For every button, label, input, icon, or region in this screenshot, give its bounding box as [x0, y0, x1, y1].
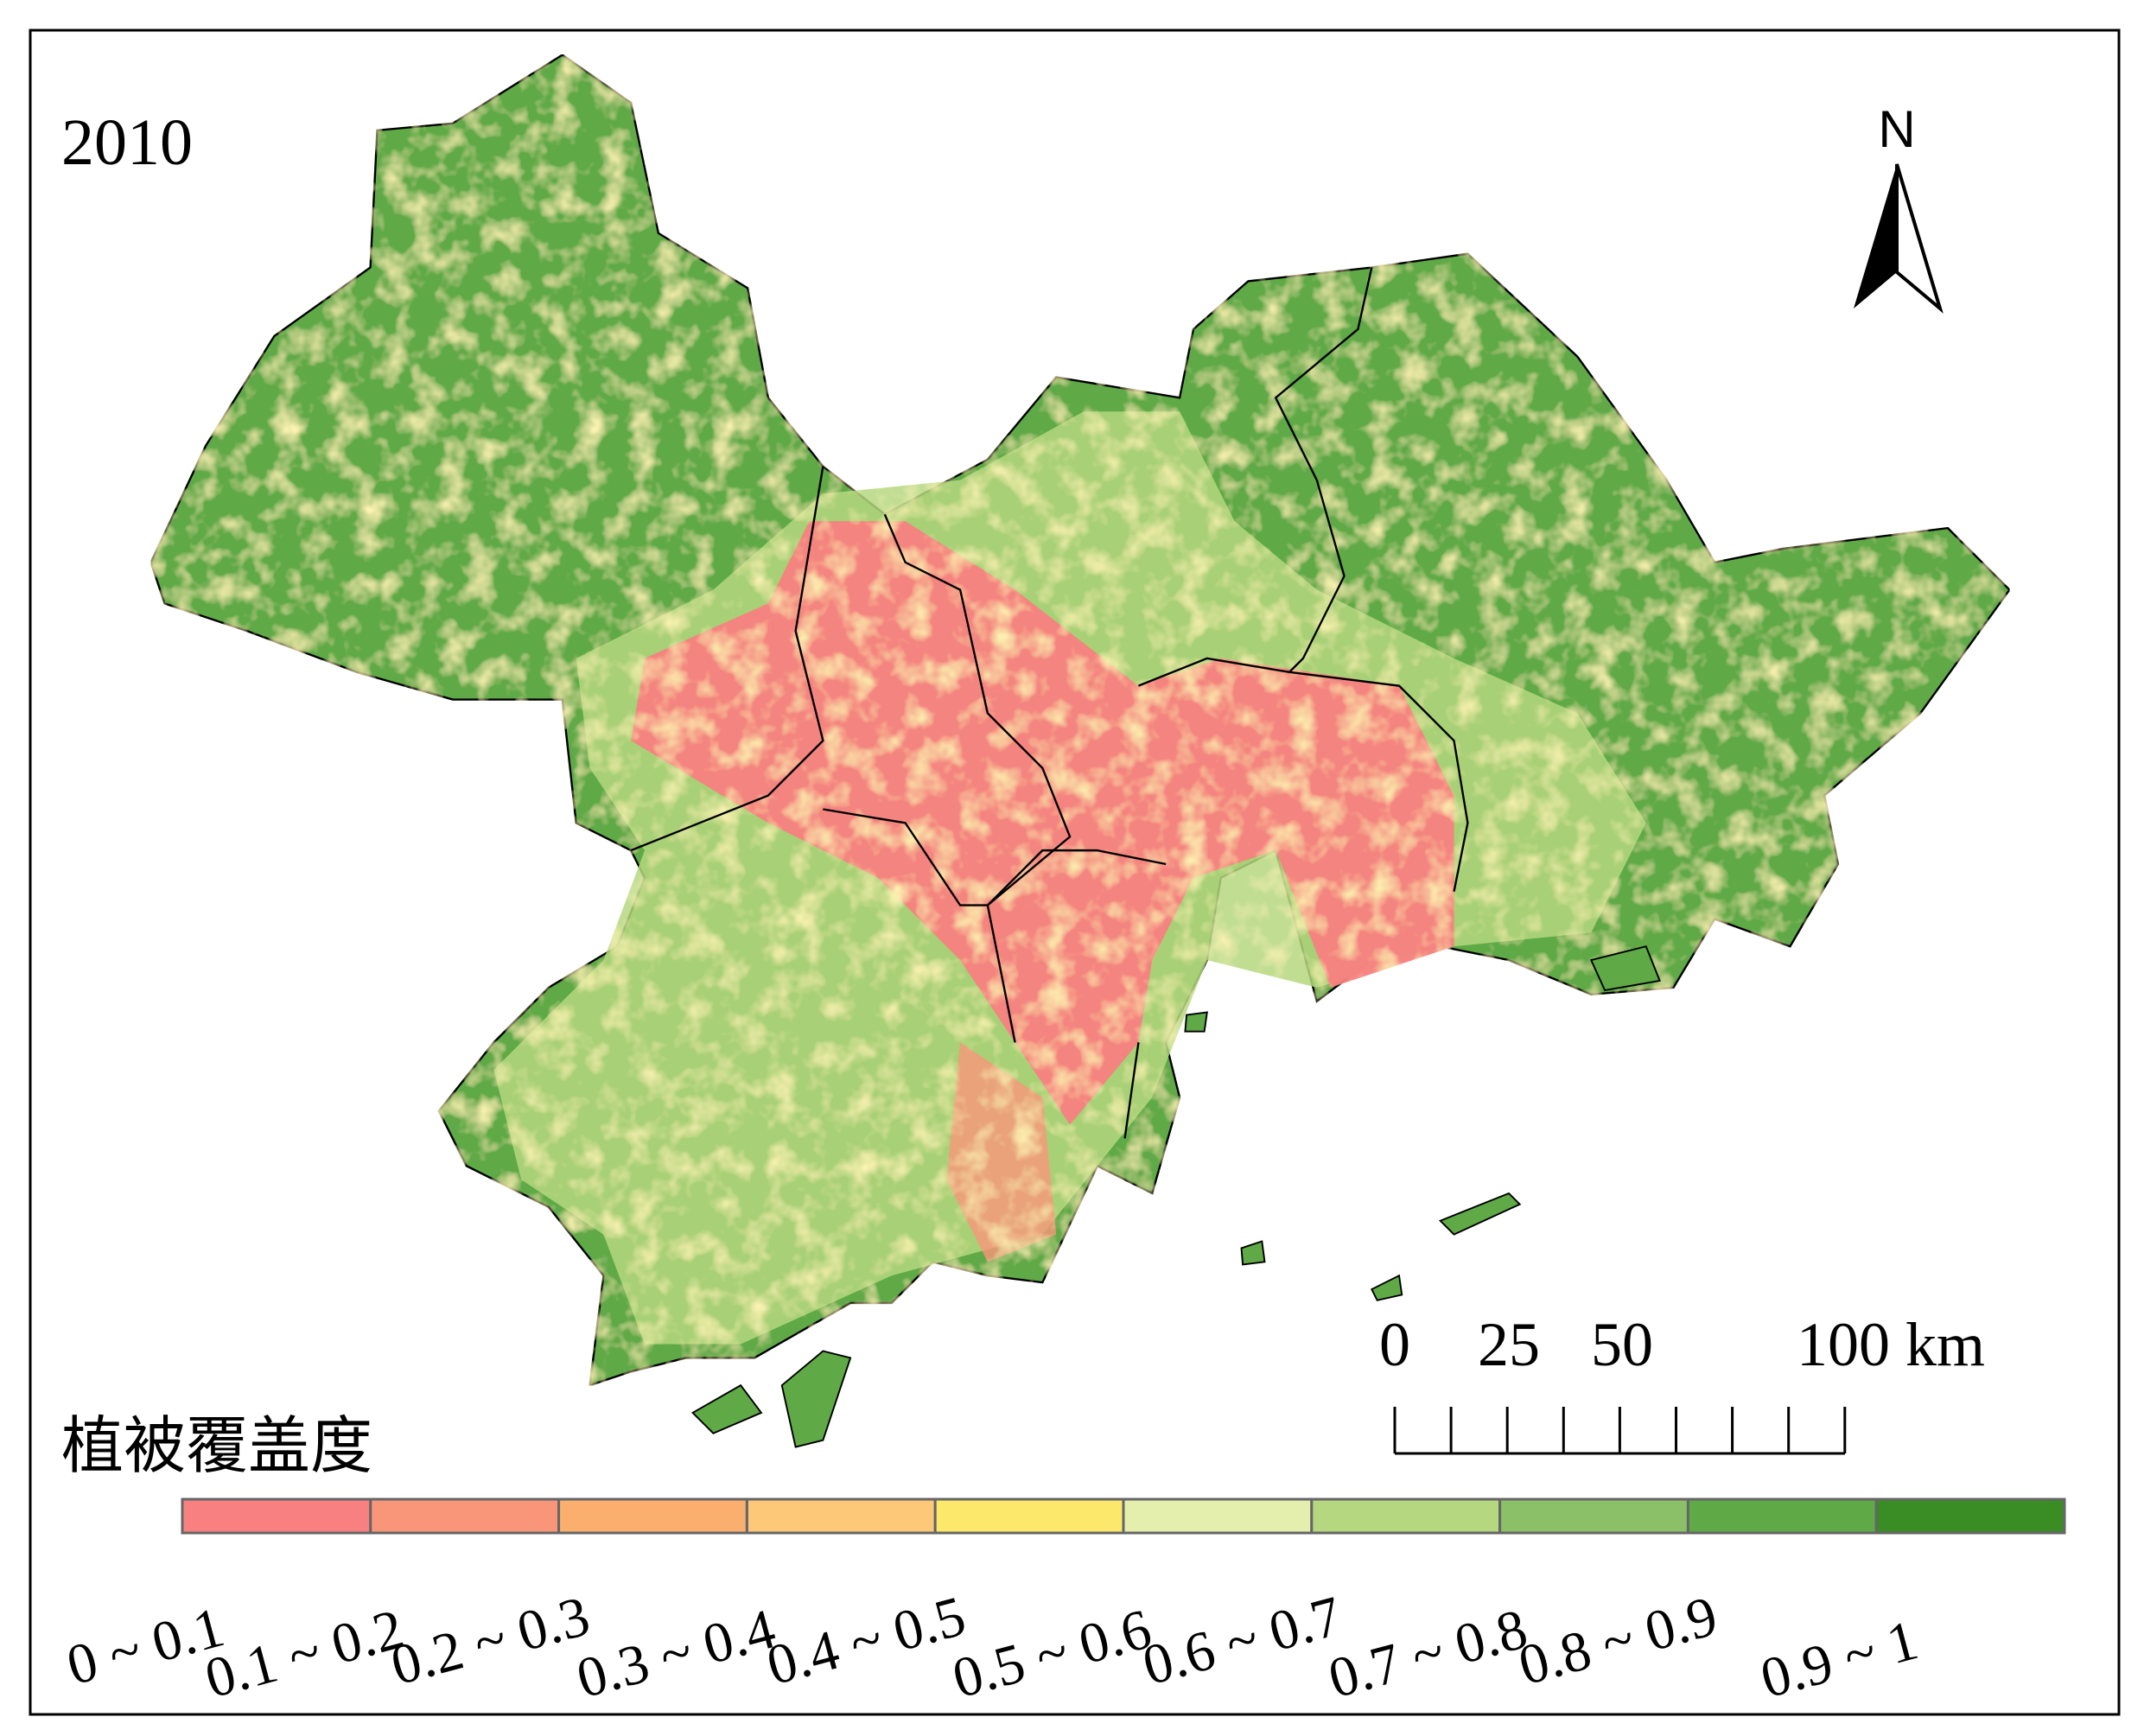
legend-swatch — [181, 1498, 372, 1535]
urban-zone — [631, 521, 1454, 1125]
legend-swatch — [369, 1498, 561, 1535]
scale-label: 100 km — [1797, 1310, 1985, 1379]
legend-swatch — [1498, 1498, 1689, 1535]
scale-label: 50 — [1591, 1310, 1653, 1379]
legend-swatch — [1122, 1498, 1314, 1535]
legend-swatch — [1310, 1498, 1502, 1535]
district-borders — [630, 267, 1469, 1139]
legend-swatch — [1874, 1498, 2066, 1535]
legend-title: 植被覆盖度 — [61, 1412, 372, 1481]
map-area — [150, 54, 2011, 1448]
legend-swatch — [745, 1498, 937, 1535]
legend-swatch — [933, 1498, 1125, 1535]
urban-zone-south — [946, 1042, 1057, 1262]
legend-swatch — [557, 1498, 748, 1535]
scale-bar: 0 25 50 100 km — [1379, 1310, 1985, 1455]
year-label: 2010 — [61, 106, 193, 179]
islands — [691, 945, 1661, 1448]
scale-label: 0 — [1379, 1310, 1410, 1379]
legend-swatch — [1686, 1498, 1878, 1535]
north-arrow: N — [1854, 100, 1944, 314]
scale-label: 25 — [1478, 1310, 1540, 1379]
north-label: N — [1878, 100, 1915, 158]
